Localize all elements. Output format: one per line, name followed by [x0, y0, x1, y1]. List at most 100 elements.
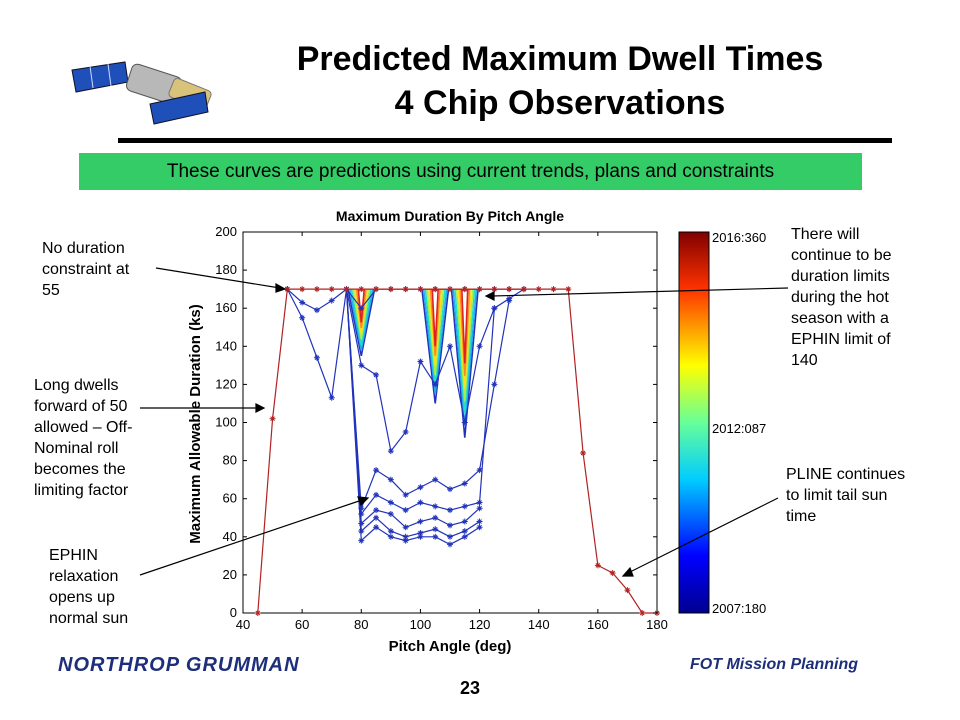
- data-point: [565, 286, 572, 293]
- data-point: [373, 507, 380, 514]
- chart-title: Maximum Duration By Pitch Angle: [336, 208, 564, 224]
- y-tick-label: 20: [223, 567, 237, 582]
- data-point: [387, 528, 394, 535]
- y-tick-label: 200: [215, 224, 237, 239]
- x-tick-label: 100: [410, 617, 432, 632]
- y-tick-label: 80: [223, 453, 237, 468]
- data-point: [506, 286, 513, 293]
- page-number: 23: [459, 678, 481, 698]
- prediction-banner: These curves are predictions using curre…: [79, 153, 862, 190]
- note-line: season with a: [791, 310, 889, 327]
- x-tick-label: 140: [528, 617, 550, 632]
- plot-area: [242, 231, 658, 614]
- colorbar-label-bottom: 2007:180: [712, 601, 766, 616]
- data-point: [461, 533, 468, 540]
- data-point: [284, 286, 291, 293]
- data-point: [476, 499, 483, 506]
- data-point: [387, 448, 394, 455]
- data-point: [358, 362, 365, 369]
- note-line: 140: [791, 352, 818, 369]
- data-point: [358, 286, 365, 293]
- data-point: [417, 499, 424, 506]
- data-point: [609, 569, 616, 576]
- note-pline: PLINE continues to limit tail sun time: [786, 464, 905, 527]
- data-point: [417, 518, 424, 525]
- data-point: [550, 286, 557, 293]
- data-point: [358, 505, 365, 512]
- northrop-grumman-logo: NORTHROP GRUMMAN: [58, 654, 300, 676]
- y-tick-label: 100: [215, 415, 237, 430]
- data-point: [535, 286, 542, 293]
- colorbar-label-top: 2016:360: [712, 230, 766, 245]
- note-line: opens up: [49, 589, 115, 606]
- note-no-duration: No duration constraint at 55: [42, 238, 129, 301]
- note-line: becomes the: [34, 461, 126, 478]
- data-point: [491, 286, 498, 293]
- axes-layer: 40 60 80 100 120 140 160 180 0 20 40 60 80 100 120 140 1…: [215, 224, 668, 632]
- data-point: [417, 484, 424, 491]
- data-point: [520, 286, 527, 293]
- data-point: [373, 524, 380, 531]
- x-tick-label: 40: [236, 617, 250, 632]
- fan-line: [422, 289, 448, 395]
- data-point: [402, 524, 409, 531]
- note-hot-season: There will continue to be duration limit…: [791, 224, 892, 371]
- data-point: [476, 524, 483, 531]
- y-tick-label: 160: [215, 300, 237, 315]
- data-point: [476, 467, 483, 474]
- data-point: [402, 429, 409, 436]
- series-line: [345, 289, 480, 546]
- data-point: [432, 526, 439, 533]
- data-point: [461, 528, 468, 535]
- fan-line: [455, 289, 474, 401]
- note-line: 55: [42, 282, 60, 299]
- data-point: [447, 533, 453, 540]
- series-line: [345, 289, 480, 538]
- series-line: [345, 289, 480, 528]
- data-point: [299, 299, 306, 306]
- fan-line: [355, 289, 367, 329]
- data-point: [343, 286, 350, 293]
- satellite-icon: [71, 61, 212, 125]
- data-point: [461, 419, 468, 426]
- fan-line: [429, 289, 441, 356]
- data-point: [476, 343, 483, 350]
- data-point: [387, 476, 394, 483]
- y-tick-label: 40: [223, 529, 237, 544]
- data-point: [373, 467, 380, 474]
- data-point: [328, 394, 335, 401]
- note-line: continue to be: [791, 247, 892, 264]
- note-ephin: EPHIN relaxation opens up normal sun: [49, 545, 128, 629]
- x-tick-label: 80: [354, 617, 368, 632]
- data-point: [461, 518, 468, 525]
- fan-line: [454, 289, 476, 414]
- fan-line: [459, 289, 471, 376]
- data-point: [358, 537, 365, 544]
- data-point: [387, 510, 394, 517]
- data-point: [432, 381, 439, 388]
- fan-line: [354, 289, 369, 334]
- fan-line: [461, 289, 469, 364]
- x-tick-label: 180: [646, 617, 668, 632]
- fan-line: [431, 289, 439, 347]
- data-point: [580, 449, 587, 456]
- data-point: [447, 507, 453, 514]
- note-line: EPHIN: [49, 547, 98, 564]
- note-line: time: [786, 508, 817, 525]
- data-point: [387, 499, 394, 506]
- x-axis-label: Pitch Angle (deg): [389, 638, 512, 655]
- fan-line: [426, 289, 445, 375]
- note-line: to limit tail sun: [786, 487, 888, 504]
- data-point: [358, 520, 365, 527]
- data-point: [299, 314, 306, 321]
- fan-line: [352, 289, 371, 340]
- color-fan-layer: [347, 288, 479, 438]
- data-point: [432, 503, 439, 510]
- data-point: [254, 610, 261, 616]
- data-point: [432, 476, 439, 483]
- data-point: [387, 286, 394, 293]
- note-line: constraint at: [42, 261, 130, 278]
- data-point: [432, 533, 439, 540]
- page-title: Predicted Maximum Dwell Times: [296, 40, 824, 78]
